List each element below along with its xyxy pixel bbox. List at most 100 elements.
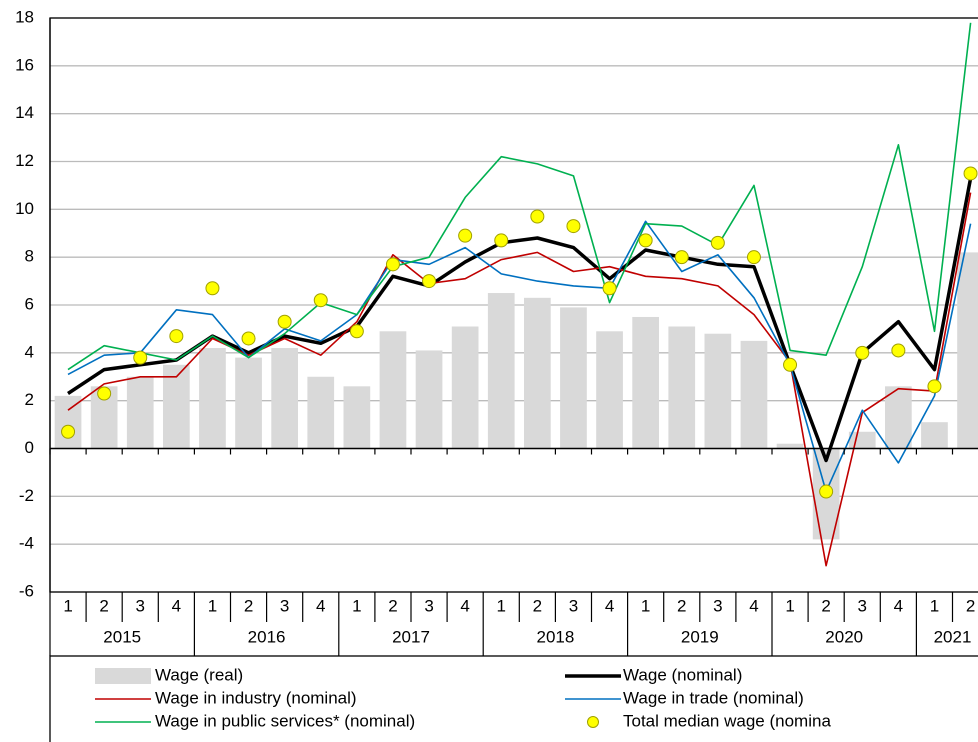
- bar: [199, 348, 226, 449]
- dot: [530, 209, 545, 224]
- bar: [776, 443, 804, 449]
- x-tick-label: 1: [930, 596, 939, 615]
- dot: [963, 166, 978, 181]
- dot: [891, 343, 906, 358]
- dot: [169, 329, 184, 344]
- dot: [349, 324, 364, 339]
- line: [67, 220, 972, 493]
- dot: [855, 345, 870, 360]
- bar: [379, 331, 407, 449]
- bar: [596, 331, 623, 449]
- dot: [385, 257, 400, 272]
- legend-swatch: [95, 668, 151, 684]
- x-group-label: 2020: [825, 627, 863, 646]
- bar: [740, 340, 768, 449]
- y-tick-label: 14: [15, 103, 34, 122]
- dot: [494, 233, 509, 248]
- legend-label: Wage in public services* (nominal): [155, 711, 415, 730]
- x-tick-label: 3: [569, 596, 578, 615]
- y-tick-label: 12: [15, 151, 34, 170]
- legend-box: [49, 655, 978, 742]
- dot: [566, 219, 581, 234]
- bar: [343, 386, 371, 449]
- bar: [957, 252, 978, 449]
- bar: [848, 431, 876, 449]
- bar: [921, 422, 948, 449]
- line: [67, 22, 972, 371]
- dot: [638, 233, 653, 248]
- x-tick-label: 1: [641, 596, 650, 615]
- legend-label: Wage in trade (nominal): [623, 688, 804, 707]
- legend-label: Wage (real): [155, 665, 243, 684]
- bar: [162, 364, 190, 449]
- bar: [126, 376, 154, 449]
- dot: [205, 281, 220, 296]
- x-tick-label: 3: [424, 596, 433, 615]
- bar: [415, 350, 443, 449]
- x-tick-label: 2: [821, 596, 830, 615]
- bar: [271, 348, 299, 449]
- dot: [241, 331, 256, 346]
- bar: [235, 357, 262, 449]
- x-tick-label: 2: [244, 596, 253, 615]
- x-tick-label: 1: [63, 596, 72, 615]
- y-tick-label: 0: [25, 438, 34, 457]
- dot: [602, 281, 617, 296]
- x-tick-label: 3: [713, 596, 722, 615]
- bar: [523, 297, 551, 449]
- y-tick-label: 16: [15, 55, 34, 74]
- dot: [783, 357, 798, 372]
- x-group-label: 2015: [103, 627, 141, 646]
- line: [67, 192, 972, 567]
- bar: [307, 376, 335, 449]
- x-group-label: 2021: [934, 627, 972, 646]
- dot: [97, 386, 112, 401]
- x-tick-label: 1: [352, 596, 361, 615]
- x-tick-label: 4: [316, 596, 325, 615]
- legend-swatch: [587, 716, 599, 728]
- x-tick-label: 2: [966, 596, 975, 615]
- dot: [819, 484, 834, 499]
- dot: [422, 274, 437, 289]
- legend-label: Wage (nominal): [623, 665, 742, 684]
- dot: [277, 314, 292, 329]
- legend-label: Wage in industry (nominal): [155, 688, 357, 707]
- dot: [133, 350, 148, 365]
- bar: [632, 316, 660, 449]
- x-tick-label: 4: [749, 596, 758, 615]
- x-group-label: 2017: [392, 627, 430, 646]
- x-tick-label: 4: [894, 596, 903, 615]
- y-tick-label: 10: [15, 199, 34, 218]
- dot: [674, 250, 689, 265]
- x-tick-label: 3: [858, 596, 867, 615]
- x-tick-label: 1: [785, 596, 794, 615]
- x-group-label: 2016: [248, 627, 286, 646]
- x-tick-label: 4: [172, 596, 181, 615]
- y-tick-label: 2: [25, 390, 34, 409]
- x-tick-label: 2: [388, 596, 397, 615]
- x-tick-label: 1: [497, 596, 506, 615]
- y-tick-label: -2: [19, 486, 34, 505]
- bar: [451, 326, 479, 449]
- dot: [313, 293, 328, 308]
- bar: [560, 307, 587, 449]
- x-tick-label: 1: [208, 596, 217, 615]
- bar: [884, 386, 912, 449]
- x-tick-label: 4: [605, 596, 614, 615]
- x-tick-label: 2: [677, 596, 686, 615]
- dot: [746, 250, 761, 265]
- y-tick-label: 8: [25, 247, 34, 266]
- x-group-label: 2018: [536, 627, 574, 646]
- bar: [487, 293, 515, 449]
- legend-label: Total median wage (nomina: [623, 711, 831, 730]
- x-tick-label: 2: [99, 596, 108, 615]
- x-tick-label: 4: [460, 596, 469, 615]
- dot: [458, 228, 473, 243]
- x-tick-label: 2: [533, 596, 542, 615]
- x-group-label: 2019: [681, 627, 719, 646]
- x-tick-label: 3: [136, 596, 145, 615]
- dot: [927, 379, 942, 394]
- bar: [668, 326, 696, 449]
- y-tick-label: 4: [25, 342, 34, 361]
